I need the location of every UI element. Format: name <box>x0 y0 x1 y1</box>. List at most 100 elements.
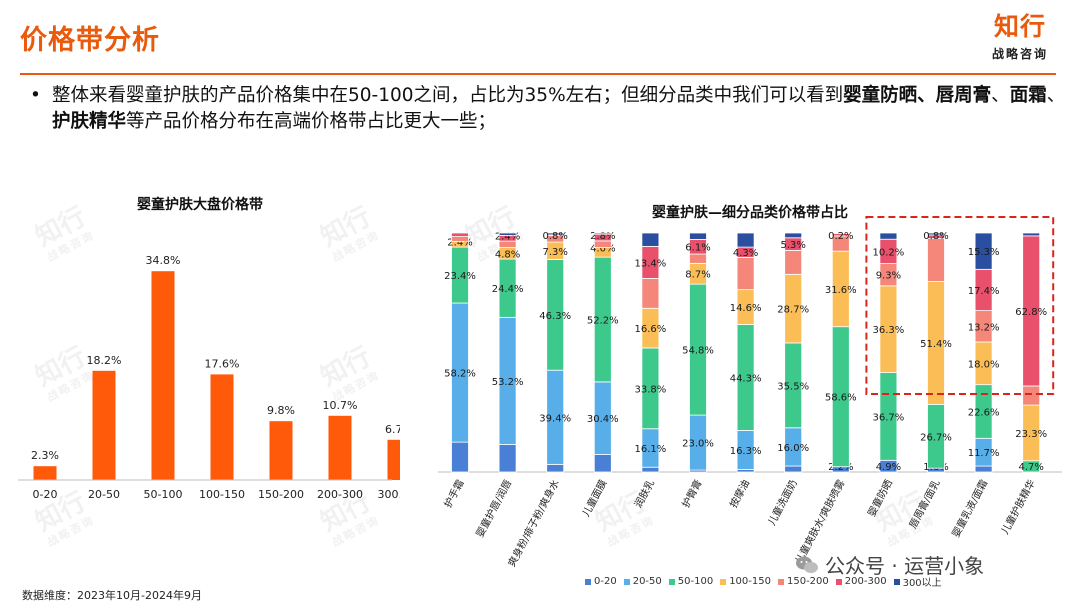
category-tick-label: 润肤乳 <box>631 477 657 510</box>
segment-value-label: 26.7% <box>920 432 952 443</box>
legend-swatch <box>777 578 784 585</box>
stacked-segment <box>641 232 660 247</box>
page-title: 价格带分析 <box>20 25 160 56</box>
segment-value-label: 46.3% <box>539 311 571 322</box>
price-band-bar-chart: 2.3% 0-20 18.2% 20-50 34.8% 50-100 17.6% 100-15… <box>18 254 401 501</box>
legend-swatch <box>893 578 900 585</box>
segment-value-label: 28.7% <box>777 305 809 316</box>
stacked-segment <box>689 253 707 264</box>
bar-value-label: 6.7% <box>385 423 400 436</box>
stacked-segment <box>784 232 803 239</box>
bar <box>328 415 352 480</box>
bar <box>92 370 116 480</box>
left-chart-title: 婴童护肤大盘价格带 <box>137 197 263 213</box>
bar <box>151 271 175 480</box>
highlight-box <box>865 216 1055 395</box>
stacked-segment <box>451 441 469 473</box>
wechat-icon <box>796 556 818 573</box>
x-tick-label: 150-200 <box>258 488 304 501</box>
summary-text: • 整体来看婴童护肤的产品价格集中在50-100之间，占比为35%左右；但细分品… <box>30 83 1072 135</box>
segment-value-label: 15.3% <box>968 247 1000 258</box>
segment-value-label: 52.2% <box>587 316 619 327</box>
segment-value-label: 14.6% <box>730 303 762 314</box>
legend-label: 150-200 <box>786 576 829 587</box>
summary-part-3: 、 <box>1046 85 1066 106</box>
stacked-segment <box>784 465 803 473</box>
summary-part-1: 整体来看婴童护肤的产品价格集中在50-100之间，占比为35%左右；但细分品类中… <box>52 85 844 106</box>
segment-value-label: 54.8% <box>682 346 714 357</box>
legend-swatch <box>585 578 591 585</box>
category-tick-label: 儿童洗面奶 <box>765 477 800 527</box>
category-tick-label: 按摩油 <box>727 477 753 510</box>
segment-value-label: 22.6% <box>968 407 1000 418</box>
segment-value-label: 18.0% <box>968 359 1000 370</box>
segment-value-label: 23.4% <box>444 271 476 282</box>
x-tick-label: 300以上 <box>378 488 401 501</box>
x-tick-label: 200-300 <box>317 488 363 501</box>
segment-value-label: 36.7% <box>873 412 905 423</box>
segment-value-label: 8.7% <box>685 270 710 281</box>
category-tick-label: 婴童护唇/润唇 <box>473 477 514 539</box>
segment-value-label: 6.1% <box>685 243 710 254</box>
segment-value-label: 36.3% <box>873 325 905 336</box>
bar-value-label: 17.6% <box>205 357 240 370</box>
legend-label: 0-20 <box>594 576 617 587</box>
summary-part-2: 、 <box>991 85 1010 106</box>
stacked-segment <box>546 232 565 236</box>
segment-value-label: 23.3% <box>1015 429 1047 440</box>
bar-value-label: 18.2% <box>87 354 122 367</box>
stacked-segment <box>451 232 469 237</box>
category-tick-label: 护臀膏 <box>679 477 705 510</box>
x-tick-label: 20-50 <box>88 488 120 501</box>
stacked-segment <box>451 236 469 242</box>
segment-value-label: 11.7% <box>968 448 1000 459</box>
segment-value-label: 4.3% <box>733 248 758 259</box>
category-tick-label: 婴童防晒 <box>865 477 895 518</box>
category-tick-label: 爽身粉/痱子粉/爽身水 <box>505 477 562 569</box>
stacked-segment <box>736 256 755 291</box>
stacked-segment <box>1022 232 1041 237</box>
legend-label: 20-50 <box>632 576 662 587</box>
brand-logo: 知行 战略咨询 <box>984 12 1056 62</box>
segment-value-label: 44.3% <box>730 373 762 384</box>
category-tick-label: 儿童护肤精华 <box>998 477 1038 536</box>
bar <box>387 439 400 480</box>
stacked-segment <box>546 463 565 473</box>
bullet-marker: • <box>30 85 41 106</box>
bar-value-label: 34.8% <box>146 254 181 267</box>
legend-item: 150-200 <box>777 574 829 589</box>
brand-subtitle: 战略咨询 <box>991 47 1048 61</box>
segment-value-label: 2.8% <box>590 231 615 242</box>
source-mark: 公众号 · 运营小象 <box>795 550 984 579</box>
right-chart-title: 婴童护肤—细分品类价格带占比 <box>652 205 848 221</box>
stacked-segment <box>498 444 517 473</box>
segment-value-label: 2.2% <box>828 462 853 473</box>
segment-value-label: 31.6% <box>825 285 857 296</box>
segment-value-label: 16.0% <box>777 443 809 454</box>
x-tick-label: 0-20 <box>33 488 58 501</box>
segment-value-label: 7.3% <box>542 247 567 258</box>
segment-value-label: 2.4% <box>447 237 472 248</box>
segment-value-label: 16.3% <box>730 446 762 457</box>
segment-value-label: 35.5% <box>777 381 809 392</box>
category-tick-label: 唇周膏/面乳 <box>906 477 943 530</box>
segment-value-label: 5.3% <box>780 240 805 251</box>
segment-value-label: 16.1% <box>635 444 667 455</box>
stacked-segment <box>879 232 898 240</box>
x-tick-label: 100-150 <box>199 488 245 501</box>
segment-value-label: 13.2% <box>968 322 1000 333</box>
bar <box>269 421 293 480</box>
summary-bold-2: 面霜 <box>1009 85 1047 106</box>
stacked-segment <box>498 232 517 236</box>
legend-label: 300以上 <box>902 578 942 589</box>
summary-part-4: 等产品价格分布在高端价格带占比更大一些； <box>126 111 497 132</box>
segment-value-label: 53.2% <box>492 377 524 388</box>
legend-swatch <box>668 578 675 585</box>
legend-label: 200-300 <box>844 576 887 587</box>
bar <box>33 466 57 480</box>
source-label: 公众号 · 运营小象 <box>825 554 985 578</box>
legend-item: 200-300 <box>835 574 887 589</box>
segment-value-label: 4.8% <box>495 249 520 260</box>
stacked-segment <box>974 465 993 473</box>
segment-value-label: 0.2% <box>828 231 853 242</box>
